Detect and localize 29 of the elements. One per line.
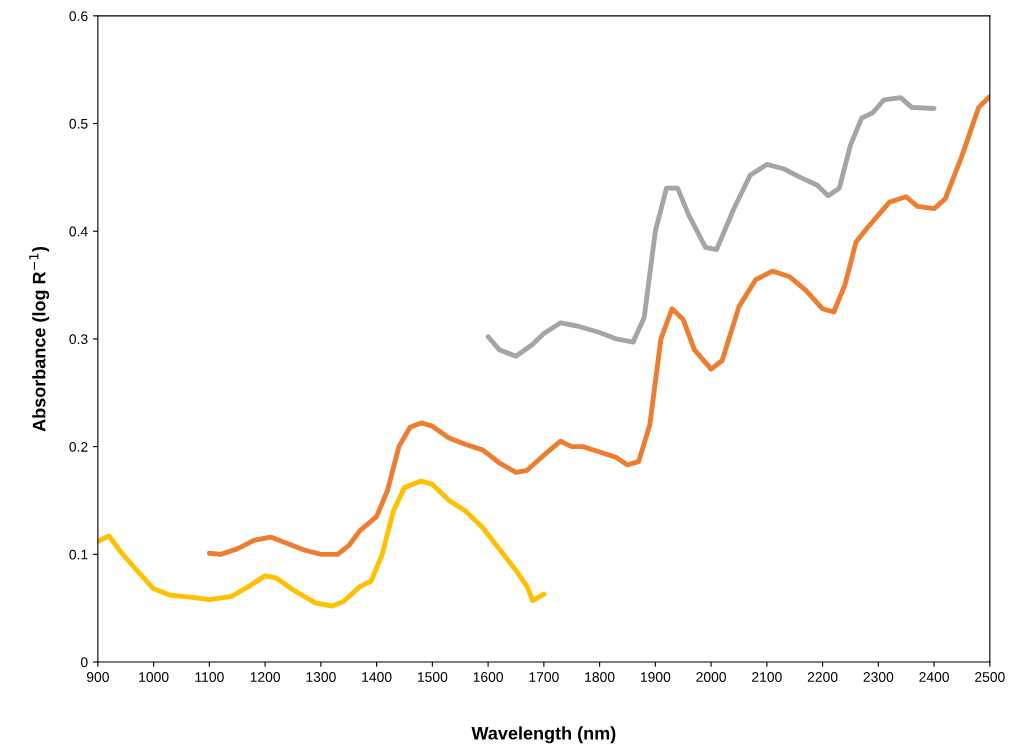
x-tick-label: 1700 — [529, 672, 559, 682]
y-tick-label: 0.5 — [69, 118, 88, 129]
x-tick-label: 1000 — [139, 672, 169, 682]
x-tick-label: 2000 — [696, 672, 726, 682]
y-tick-label: 0.4 — [69, 226, 88, 237]
y-axis-title: Absorbance (log R$^{−1}$) — [29, 246, 50, 432]
y-tick-label: 0.2 — [69, 441, 88, 452]
line-series — [485, 95, 937, 359]
x-tick-label: 1600 — [473, 672, 504, 682]
y-tick-label: 0.3 — [69, 334, 88, 345]
x-tick-label: 1200 — [250, 672, 281, 682]
x-tick-label: 2100 — [752, 672, 782, 682]
x-tick-label: 2500 — [975, 672, 1005, 682]
x-tick-label: 2200 — [807, 672, 838, 682]
y-tick-label: 0.1 — [69, 549, 88, 560]
x-tick-label: 1100 — [195, 672, 224, 682]
x-tick-label: 900 — [86, 672, 109, 682]
x-tick-label: 1900 — [640, 672, 671, 682]
line-series — [206, 94, 990, 557]
x-tick-label: 2300 — [863, 672, 894, 682]
x-tick-label: 1500 — [417, 672, 448, 682]
x-tick-label: 1800 — [585, 672, 615, 682]
y-tick-label: 0.6 — [69, 11, 88, 21]
x-tick-label: 1300 — [306, 672, 336, 682]
x-axis-title: Wavelength (nm) — [471, 726, 616, 744]
x-tick-label: 1400 — [362, 672, 392, 682]
line-series — [97, 478, 547, 609]
y-tick-label: 0 — [80, 657, 88, 668]
x-tick-label: 2400 — [919, 672, 949, 682]
